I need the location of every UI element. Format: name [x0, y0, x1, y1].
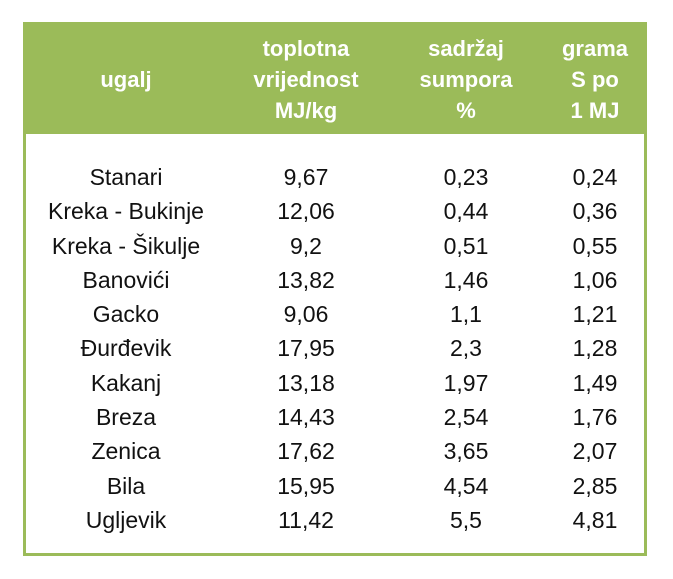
- cell-grams-sulfur-per-mj: 0,24: [572, 164, 618, 190]
- table-row: Stanari 9,67 0,23 0,24: [26, 160, 644, 194]
- cell-coal: Kreka - Šikulje: [51, 232, 201, 259]
- cell-sulfur-content: 5,5: [450, 506, 482, 533]
- cell-sulfur-content: 1,46: [443, 266, 489, 293]
- cell-grams-sulfur-per-mj: 1,49: [572, 369, 618, 396]
- cell-sulfur-content: 0,23: [443, 164, 489, 190]
- table-row: Đurđevik 17,95 2,3 1,28: [26, 331, 644, 365]
- cell-coal: Kreka - Bukinje: [48, 198, 204, 225]
- cell-coal: Zenica: [91, 438, 161, 465]
- cell-calorific-value: 13,18: [277, 369, 335, 396]
- cell-grams-sulfur-per-mj: 2,85: [572, 472, 618, 499]
- cell-grams-sulfur-per-mj: 1,76: [572, 404, 618, 431]
- header-coal: ugalj: [100, 67, 152, 92]
- cell-sulfur-content: 3,65: [443, 438, 489, 465]
- table-row: Banovići 13,82 1,46 1,06: [26, 263, 644, 297]
- cell-calorific-value: 13,82: [277, 266, 335, 293]
- cell-grams-sulfur-per-mj: 1,28: [572, 335, 618, 362]
- cell-sulfur-content: 1,1: [450, 301, 482, 328]
- cell-grams-sulfur-per-mj: 0,55: [572, 232, 618, 259]
- cell-sulfur-content: 0,44: [443, 198, 489, 225]
- cell-calorific-value: 11,42: [278, 506, 334, 533]
- cell-sulfur-content: 2,54: [443, 404, 489, 431]
- cell-coal: Gacko: [92, 301, 160, 328]
- table-row: Kreka - Šikulje 9,2 0,51 0,55: [26, 229, 644, 263]
- cell-grams-sulfur-per-mj: 0,36: [572, 198, 618, 225]
- cell-sulfur-content: 4,54: [443, 472, 489, 499]
- cell-coal: Kakanj: [90, 369, 162, 396]
- cell-coal: Bila: [106, 472, 146, 499]
- cell-calorific-value: 17,95: [277, 335, 335, 362]
- table-row: Ugljevik 11,42 5,5 4,81: [26, 503, 644, 537]
- cell-coal: Breza: [95, 404, 157, 431]
- cell-grams-sulfur-per-mj: 1,21: [572, 301, 618, 328]
- table-row: Breza 14,43 2,54 1,76: [26, 400, 644, 434]
- cell-calorific-value: 9,2: [290, 232, 322, 259]
- header-sulfur-content: sadržaj sumpora %: [419, 36, 513, 123]
- cell-calorific-value: 9,67: [283, 164, 329, 190]
- cell-grams-sulfur-per-mj: 2,07: [572, 438, 618, 465]
- cell-coal: Banovići: [82, 266, 170, 293]
- table-row: Bila 15,95 4,54 2,85: [26, 469, 644, 503]
- cell-grams-sulfur-per-mj: 4,81: [572, 506, 618, 533]
- header-calorific-value: toplotna vrijednost MJ/kg: [253, 36, 359, 123]
- coal-table: ugalj toplotna vrijednost MJ/kg sadržaj …: [23, 22, 647, 556]
- cell-coal: Đurđevik: [80, 335, 172, 362]
- cell-coal: Ugljevik: [85, 506, 167, 533]
- cell-sulfur-content: 2,3: [450, 335, 482, 362]
- table-body: Stanari 9,67 0,23 0,24 Kreka - Bukinje 12,06 0…: [26, 160, 644, 537]
- cell-calorific-value: 9,06: [283, 301, 329, 328]
- cell-calorific-value: 17,62: [277, 438, 335, 465]
- cell-calorific-value: 15,95: [277, 472, 335, 499]
- table-row: Kreka - Bukinje 12,06 0,44 0,36: [26, 194, 644, 228]
- cell-sulfur-content: 0,51: [443, 232, 489, 259]
- table-row: Zenica 17,62 3,65 2,07: [26, 434, 644, 468]
- cell-calorific-value: 14,43: [277, 404, 335, 431]
- cell-grams-sulfur-per-mj: 1,06: [572, 266, 618, 293]
- cell-sulfur-content: 1,97: [443, 369, 489, 396]
- header-grams-sulfur-per-mj: grama S po 1 MJ: [561, 36, 629, 123]
- table-row: Gacko 9,06 1,1 1,21: [26, 297, 644, 331]
- table-row: Kakanj 13,18 1,97 1,49: [26, 366, 644, 400]
- cell-calorific-value: 12,06: [277, 198, 335, 225]
- cell-coal: Stanari: [89, 164, 163, 190]
- table-header: ugalj toplotna vrijednost MJ/kg sadržaj …: [26, 25, 644, 134]
